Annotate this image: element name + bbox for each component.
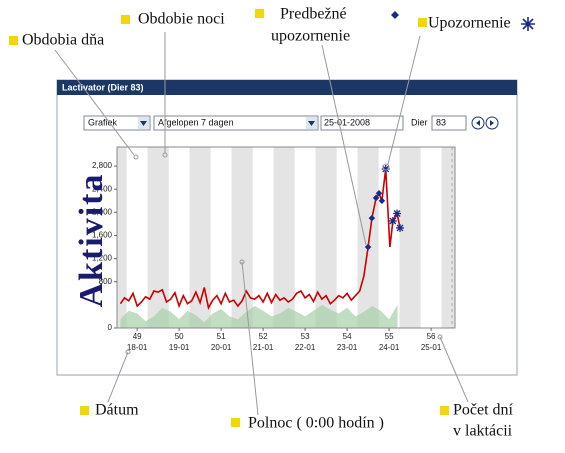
x-tick-label: 49	[133, 332, 142, 341]
diamond-icon	[391, 11, 399, 19]
alert-marker	[368, 214, 376, 222]
x-tick-label: 53	[301, 332, 310, 341]
leader-line	[387, 35, 421, 165]
star-icon	[521, 17, 535, 31]
period-select[interactable]	[153, 115, 319, 131]
x-tick-date: 20-01	[211, 343, 232, 352]
view-select-text: Grafiek	[88, 117, 118, 127]
bullet	[9, 36, 18, 45]
night-band	[441, 147, 455, 328]
bullet	[121, 15, 130, 24]
alert-marker	[378, 197, 386, 205]
x-tick-label: 55	[385, 332, 394, 341]
leader-dot	[239, 259, 245, 265]
leader-dot	[437, 334, 443, 340]
y-tick-label: 0	[108, 323, 113, 332]
night-band	[147, 147, 169, 328]
x-tick-label: 52	[259, 332, 268, 341]
annotation: Polnoc ( 0:00 hodín )	[248, 415, 384, 432]
animal-input[interactable]	[431, 115, 467, 131]
alert-marker	[364, 243, 372, 251]
window-header	[57, 80, 517, 95]
bullet	[231, 418, 240, 427]
x-tick-date: 18-01	[127, 343, 148, 352]
date-input-text: 25-01-2008	[324, 117, 370, 127]
next-arrow	[490, 120, 494, 126]
window-title: Lactivator (Dier 83)	[62, 82, 144, 92]
y-tick-label: 1,200	[92, 254, 113, 263]
annotation: Upozornenie	[428, 15, 511, 32]
night-band	[189, 147, 211, 328]
x-tick-date: 25-01	[421, 343, 442, 352]
bullet	[440, 406, 449, 415]
leader-line	[439, 336, 469, 403]
bullets	[9, 9, 449, 427]
y-tick-label: 800	[99, 277, 113, 286]
date-input[interactable]	[320, 115, 404, 131]
annotation: Počet dní	[453, 402, 514, 419]
bullet	[255, 9, 264, 18]
chart: 0 800 1,200 1,600 2,000 2,400 2,800 49 18-01 50 19…	[92, 146, 456, 352]
alert-marker	[395, 223, 404, 232]
leader-dot	[133, 154, 139, 160]
plot-border	[116, 146, 456, 329]
alert-marker	[381, 164, 390, 173]
leader-line	[321, 44, 367, 246]
leader-dot	[125, 349, 131, 355]
y-tick-label: 2,000	[92, 207, 113, 216]
leader-line	[54, 49, 135, 156]
night-band	[117, 147, 127, 328]
bullet	[80, 406, 89, 415]
x-tick-label: 51	[217, 332, 226, 341]
annotation: Obdobia dňa	[22, 32, 104, 49]
annotation: v laktácii	[453, 423, 513, 440]
annotation: Obdobie noci	[138, 11, 225, 28]
x-tick-date: 23-01	[337, 343, 358, 352]
x-tick-label: 56	[427, 332, 436, 341]
leader-line	[107, 351, 129, 403]
y-tick-label: 1,600	[92, 231, 113, 240]
prev-arrow	[476, 120, 480, 126]
alert-marker	[372, 194, 380, 202]
dropdown-arrow	[308, 121, 315, 126]
leader-line	[241, 261, 259, 416]
night-band	[399, 147, 421, 328]
line	[119, 168, 401, 311]
bullet	[418, 18, 427, 27]
dropdown-arrow	[140, 121, 147, 126]
y-tick-label: 2,400	[92, 184, 113, 193]
alert-marker	[375, 189, 383, 197]
period-select-text: Afgelopen 7 dagen	[158, 117, 234, 127]
area	[120, 304, 398, 328]
night-band	[357, 147, 379, 328]
y-tick-label: 2,800	[92, 161, 113, 170]
leader-dot	[382, 163, 390, 171]
annotation: Dátum	[95, 402, 139, 419]
alert-marker	[388, 217, 397, 226]
x-tick-label: 54	[343, 332, 352, 341]
view-select[interactable]	[83, 115, 151, 131]
x-tick-date: 19-01	[169, 343, 190, 352]
x-tick-date: 24-01	[379, 343, 400, 352]
x-tick-date: 21-01	[253, 343, 274, 352]
alert-marker	[393, 209, 402, 218]
leader-dot	[162, 152, 168, 158]
animal-label: Dier	[411, 117, 428, 127]
y-axis-label: Aktivita	[73, 173, 110, 308]
annotation: Predbežné	[280, 6, 347, 23]
x-tick-label: 50	[175, 332, 184, 341]
animal-input-text: 83	[436, 117, 446, 127]
leader-lines	[54, 32, 469, 416]
x-tick-date: 22-01	[295, 343, 316, 352]
night-band	[315, 147, 337, 328]
night-band	[231, 147, 253, 328]
annotation: upozornenie	[271, 28, 350, 45]
night-band	[273, 147, 295, 328]
